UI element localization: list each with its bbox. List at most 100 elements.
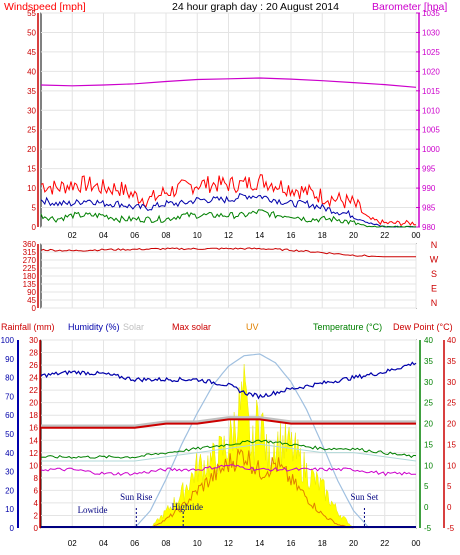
hour-tick: 16 [287, 539, 296, 548]
humidity-tick: 10 [5, 505, 14, 514]
sun-set-label: Sun Set [351, 492, 379, 502]
direction-tick: 180 [23, 272, 37, 281]
hour-tick: 00 [412, 231, 421, 240]
compass-label: E [431, 284, 437, 294]
rainfall-tick: 2 [34, 511, 39, 520]
barometer-tick: 995 [422, 165, 436, 174]
lowtide-label: Lowtide [78, 505, 108, 515]
direction-line [40, 247, 416, 258]
hightide-label: Hightide [171, 502, 203, 512]
windspeed-tick: 15 [27, 165, 36, 174]
rainfall-tick: 20 [29, 399, 38, 408]
hour-tick: 14 [255, 539, 264, 548]
rainfall-tick: 18 [29, 411, 38, 420]
hour-tick: 14 [255, 231, 264, 240]
hour-tick: 00 [412, 539, 421, 548]
windspeed-tick: 20 [27, 145, 36, 154]
hour-tick: 12 [224, 539, 233, 548]
wind-grid [41, 12, 417, 228]
dew-point-tick: 10 [447, 461, 456, 470]
hour-tick: 02 [68, 231, 77, 240]
hour-tick: 12 [224, 231, 233, 240]
barometer-tick: 1005 [422, 126, 440, 135]
rainfall-tick: 24 [29, 374, 38, 383]
temperature-tick: -5 [424, 524, 432, 533]
hour-tick: 20 [349, 231, 358, 240]
barometer-tick: 990 [422, 184, 436, 193]
hour-tick: 10 [193, 231, 202, 240]
direction-tick: 315 [23, 248, 37, 257]
climate-panel: 0246810121416182022242628300102030405060… [1, 336, 457, 548]
compass-label: N [431, 298, 438, 308]
hour-tick: 22 [380, 539, 389, 548]
solar-grey-line [41, 416, 416, 427]
windspeed-tick: 10 [27, 184, 36, 193]
windspeed-tick: 55 [27, 9, 36, 18]
temperature-axis-title: Temperature (°C) [313, 322, 382, 332]
windspeed-line [40, 174, 417, 227]
windspeed-tick: 40 [27, 67, 36, 76]
hour-tick: 08 [162, 539, 171, 548]
humidity-tick: 90 [5, 355, 14, 364]
dew-point-line [41, 418, 416, 429]
rainfall-tick: 6 [34, 486, 39, 495]
dew-point-axis-title: Dew Point (°C) [393, 322, 453, 332]
humidity-line [40, 361, 417, 400]
windspeed-tick: 5 [32, 204, 37, 213]
temperature-line [40, 439, 417, 459]
rainfall-axis-title: Rainfall (mm) [1, 322, 55, 332]
hour-tick: 06 [130, 539, 139, 548]
sun-tide-markers: Sun Rise Sun Set Lowtide Hightide [78, 492, 379, 528]
uv-legend: UV [246, 322, 259, 332]
humidity-tick: 70 [5, 392, 14, 401]
temperature-tick: 25 [424, 399, 433, 408]
humidity-tick: 60 [5, 411, 14, 420]
direction-tick: 135 [23, 280, 37, 289]
max-solar-line [134, 353, 370, 529]
windspeed-tick: 0 [32, 223, 37, 232]
barometer-axis: 980 985 990 995 1000 1005 1010 1015 1020 1025 1030… [416, 9, 440, 232]
rainfall-tick: 10 [29, 461, 38, 470]
temperature-tick: 15 [424, 440, 433, 449]
wind-x-axis: 02 04 06 08 10 12 14 16 18 20 22 00 [68, 231, 421, 240]
rainfall-tick: 30 [29, 336, 38, 345]
windspeed-axis: 0 5 10 15 20 25 30 35 40 45 50 55 [27, 9, 39, 232]
rainfall-tick: 4 [34, 499, 39, 508]
dew-point-tick: 20 [447, 420, 456, 429]
windspeed-tick: 25 [27, 126, 36, 135]
rainfall-tick: 16 [29, 424, 38, 433]
max-solar-legend: Max solar [172, 322, 211, 332]
hour-tick: 16 [287, 231, 296, 240]
humidity-axis-title: Humidity (%) [68, 322, 120, 332]
windspeed-tick: 50 [27, 28, 36, 37]
direction-tick: 0 [32, 304, 37, 313]
barometer-tick: 1020 [422, 67, 440, 76]
direction-series [40, 247, 416, 258]
humidity-tick: 100 [1, 336, 15, 345]
climate-x-axis: 02 04 06 08 10 12 14 16 18 20 22 00 [68, 539, 421, 548]
barometer-tick: 1030 [422, 28, 440, 37]
temperature-tick: 5 [424, 482, 429, 491]
hour-tick: 20 [349, 539, 358, 548]
temperature-tick: 0 [424, 503, 429, 512]
rainfall-tick: 12 [29, 449, 38, 458]
dew-point-tick: 25 [447, 399, 456, 408]
uv-line [150, 448, 354, 529]
hour-tick: 04 [99, 539, 108, 548]
barometer-axis-title: Barometer [hpa] [372, 1, 447, 13]
barometer-tick: 1015 [422, 87, 440, 96]
temperature-tick: 40 [424, 336, 433, 345]
barometer-tick: 1010 [422, 106, 440, 115]
sun-rise-label: Sun Rise [120, 492, 152, 502]
dew-point-tick: 35 [447, 357, 456, 366]
rainfall-tick: 8 [34, 474, 39, 483]
temperature-tick: 10 [424, 461, 433, 470]
barometer-tick: 1000 [422, 145, 440, 154]
hour-tick: 18 [318, 539, 327, 548]
humidity-tick: 20 [5, 486, 14, 495]
